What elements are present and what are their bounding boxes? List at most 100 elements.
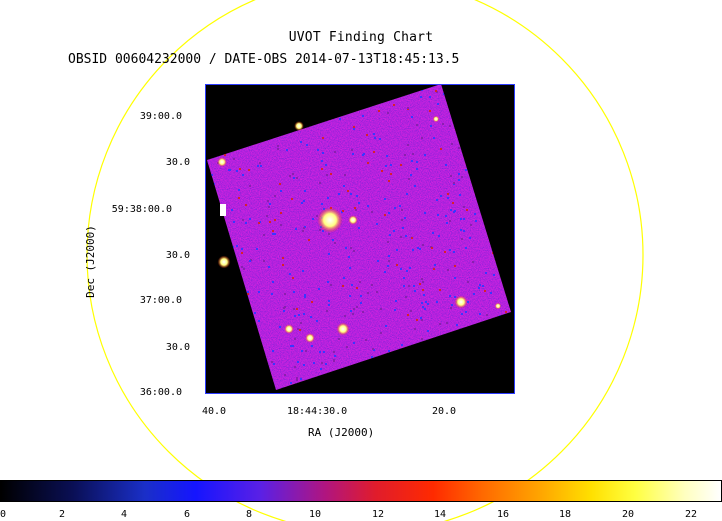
noise-pixel [277, 148, 279, 150]
star-source [284, 324, 294, 334]
noise-pixel [239, 168, 241, 170]
noise-pixel [378, 110, 380, 112]
noise-pixel [430, 125, 432, 127]
noise-pixel [353, 342, 355, 344]
noise-pixel [327, 281, 329, 283]
noise-pixel [350, 193, 352, 195]
noise-pixel [403, 285, 405, 287]
noise-pixel [321, 160, 323, 162]
noise-pixel [433, 137, 435, 139]
noise-pixel [303, 364, 305, 366]
noise-pixel [423, 294, 425, 296]
colorbar-tick-label: 20 [622, 509, 635, 520]
noise-pixel [241, 252, 243, 254]
noise-pixel [422, 289, 424, 291]
noise-pixel [334, 355, 336, 357]
noise-pixel [353, 308, 355, 310]
noise-pixel [460, 229, 462, 231]
noise-pixel [388, 350, 390, 352]
noise-pixel [393, 230, 395, 232]
noise-pixel [395, 300, 397, 302]
noise-pixel [388, 255, 390, 257]
y-tick-label: 36:00.0 [139, 387, 182, 398]
noise-pixel [344, 174, 346, 176]
noise-pixel [344, 315, 346, 317]
noise-pixel [373, 133, 375, 135]
noise-pixel [446, 222, 448, 224]
y-tick-label: 39:00.0 [139, 111, 182, 122]
noise-pixel [286, 149, 288, 151]
star-source [317, 207, 343, 233]
noise-pixel [445, 164, 447, 166]
noise-pixel [289, 273, 291, 275]
noise-pixel [303, 313, 305, 315]
noise-pixel [284, 306, 286, 308]
noise-pixel [388, 212, 390, 214]
noise-pixel [308, 239, 310, 241]
noise-pixel [416, 161, 418, 163]
noise-pixel [463, 206, 465, 208]
noise-pixel [451, 143, 453, 145]
noise-pixel [258, 291, 260, 293]
noise-pixel [412, 153, 414, 155]
noise-pixel [322, 137, 324, 139]
noise-pixel [416, 319, 418, 321]
region-circle [86, 0, 644, 521]
noise-pixel [408, 178, 410, 180]
noise-pixel [274, 195, 276, 197]
noise-pixel [321, 203, 323, 205]
noise-pixel [296, 308, 298, 310]
noise-pixel [379, 138, 381, 140]
noise-pixel [303, 200, 305, 202]
star-source [217, 157, 227, 167]
noise-pixel [236, 245, 238, 247]
noise-pixel [374, 137, 376, 139]
noise-pixel [242, 174, 244, 176]
noise-pixel [407, 314, 409, 316]
noise-pixel [380, 308, 382, 310]
star-source [305, 333, 315, 343]
noise-pixel [454, 265, 456, 267]
noise-pixel [421, 302, 423, 304]
noise-pixel [440, 195, 442, 197]
noise-pixel [403, 277, 405, 279]
noise-pixel [243, 268, 245, 270]
noise-pixel [469, 237, 471, 239]
noise-pixel [304, 296, 306, 298]
noise-pixel [247, 291, 249, 293]
noise-pixel [356, 287, 358, 289]
noise-pixel [268, 206, 270, 208]
x-tick-label: 20.0 [432, 406, 457, 417]
noise-pixel [439, 323, 441, 325]
star-source [432, 115, 440, 123]
noise-pixel [458, 173, 460, 175]
noise-pixel [467, 301, 469, 303]
noise-pixel [367, 205, 369, 207]
noise-pixel [312, 218, 314, 220]
noise-pixel [470, 224, 472, 226]
noise-pixel [493, 274, 495, 276]
noise-pixel [451, 304, 453, 306]
noise-pixel [322, 230, 324, 232]
noise-pixel [241, 266, 243, 268]
noise-pixel [411, 160, 413, 162]
noise-pixel [328, 253, 330, 255]
noise-pixel [437, 214, 439, 216]
noise-pixel [259, 162, 261, 164]
sky-image[interactable] [205, 84, 515, 394]
noise-pixel [349, 267, 351, 269]
noise-pixel [484, 290, 486, 292]
noise-pixel [446, 322, 448, 324]
noise-pixel [410, 310, 412, 312]
noise-pixel [362, 311, 364, 313]
noise-pixel [320, 368, 322, 370]
noise-pixel [393, 104, 395, 106]
noise-pixel [280, 190, 282, 192]
noise-pixel [474, 213, 476, 215]
colorbar [0, 480, 722, 502]
noise-pixel [385, 325, 387, 327]
noise-pixel [367, 292, 369, 294]
noise-pixel [353, 126, 355, 128]
noise-pixel [377, 260, 379, 262]
noise-pixel [422, 244, 424, 246]
